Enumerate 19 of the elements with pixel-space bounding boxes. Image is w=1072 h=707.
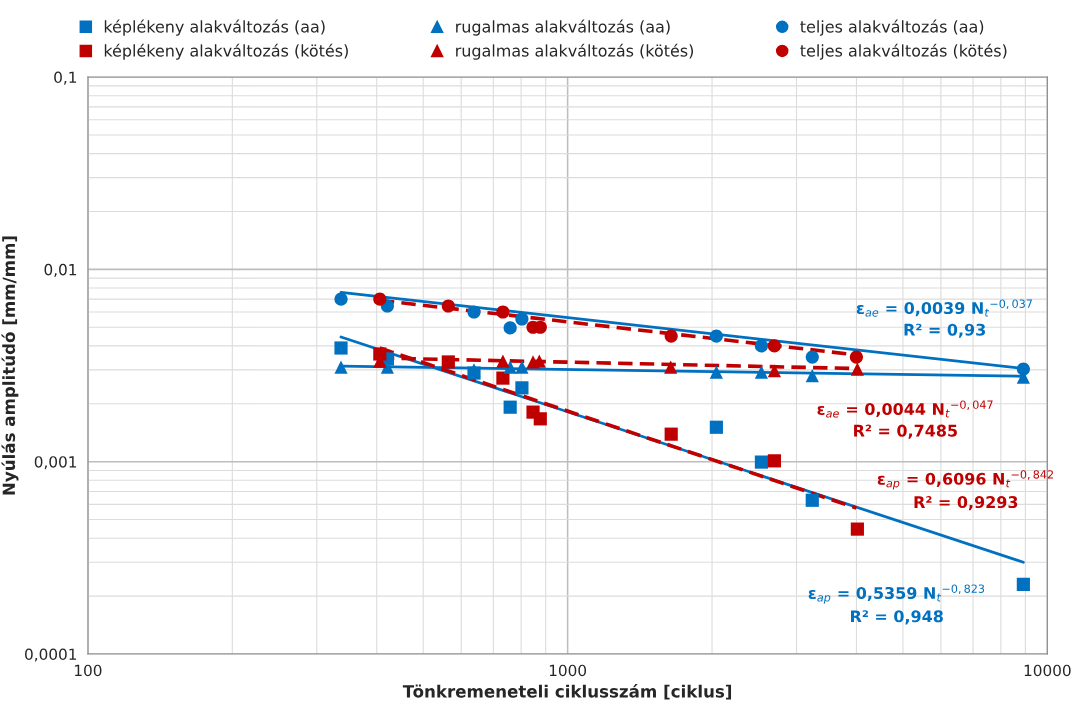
y-tick-label: 0,0001: [25, 648, 77, 662]
y-tick-label: 0,1: [54, 71, 77, 85]
text: ε$_{ap}$ = 0,5359 N$_{t}$$^{−0,823}$ R² = 0,948: [808, 584, 985, 625]
legend-label: rugalmas alakváltozás (kötés): [456, 43, 693, 60]
x-tick-label: 10000: [1024, 664, 1071, 677]
x-tick-label: 1000: [549, 664, 587, 677]
y-tick-label: 0,001: [34, 456, 77, 470]
text: ε$_{ae}$ = 0,0039 N$_{t}$$^{−0,037}$ R² = 0,93: [856, 299, 1032, 338]
x-axis-title: Tönkremeneteli ciklusszám [ciklus]: [402, 684, 732, 700]
y-axis-title: Nyúlás amplitúdó [mm/mm]: [1, 236, 19, 495]
legend-label: képlékeny alakváltozás (kötés): [104, 43, 348, 60]
legend-label: teljes alakváltozás (aa): [800, 19, 984, 36]
y-tick-label: 0,01: [44, 263, 77, 277]
legend-label: rugalmas alakváltozás (aa): [456, 19, 670, 36]
text: ε$_{ae}$ = 0,0044 N$_{t}$$^{−0,047}$ R² = 0,7485: [817, 400, 993, 439]
x-tick-label: 100: [75, 664, 102, 677]
legend-label: képlékeny alakváltozás (aa): [104, 19, 325, 36]
text: ε$_{ap}$ = 0,6096 N$_{t}$$^{−0,842}$ R² = 0,9293: [877, 470, 1053, 511]
legend-label: teljes alakváltozás (kötés): [800, 43, 1007, 60]
